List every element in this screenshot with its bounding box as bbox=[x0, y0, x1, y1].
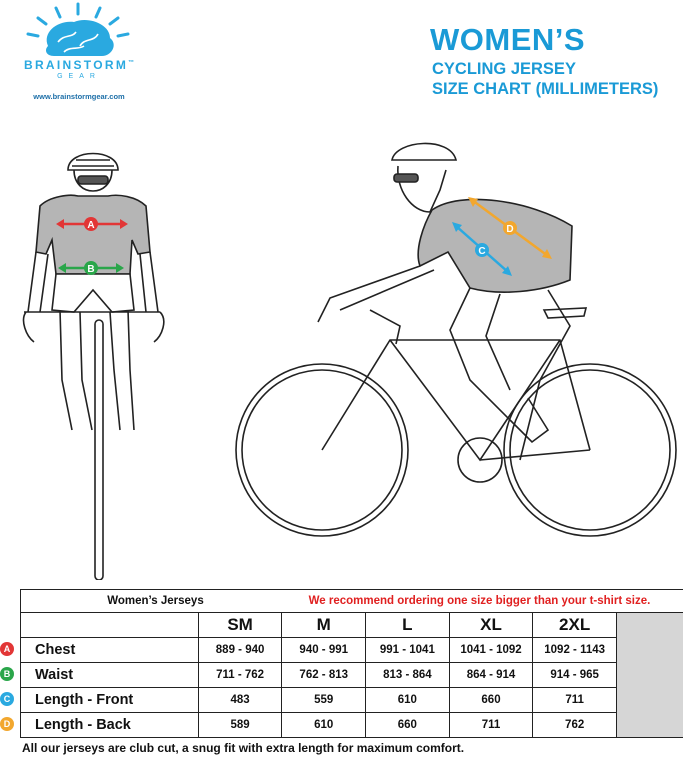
row-marker-B: B bbox=[0, 667, 14, 681]
table-cell: 559 bbox=[281, 687, 367, 713]
table-cell: 610 bbox=[365, 687, 450, 713]
cyclist-illustration: A B C bbox=[22, 142, 677, 580]
table-cell: 1092 - 1143 bbox=[532, 637, 617, 663]
front-view-rider bbox=[22, 152, 165, 580]
table-cell: 610 bbox=[281, 712, 367, 738]
page-subtitle-line2: SIZE CHART (MILLIMETERS) bbox=[432, 80, 659, 98]
table-cell: 1041 - 1092 bbox=[448, 637, 534, 663]
grey-side-panel bbox=[615, 612, 683, 738]
logo-subtext: GEAR bbox=[57, 73, 101, 80]
table-row: Length - Back 589 610 660 711 762 bbox=[20, 712, 683, 738]
table-cell: 660 bbox=[365, 712, 450, 738]
table-row: Length - Front 483 559 610 660 711 bbox=[20, 687, 683, 713]
table-row: Waist 711 - 762 762 - 813 813 - 864 864 … bbox=[20, 662, 683, 688]
table-cell: 813 - 864 bbox=[365, 662, 450, 688]
table-cell: 660 bbox=[448, 687, 534, 713]
row-marker-C: C bbox=[0, 692, 14, 706]
table-cell: 711 bbox=[532, 687, 617, 713]
table-cell: 940 - 991 bbox=[281, 637, 367, 663]
row-marker-D: D bbox=[0, 717, 14, 731]
table-cell: 991 - 1041 bbox=[365, 637, 450, 663]
size-header-xl: XL bbox=[448, 612, 534, 638]
svg-text:C: C bbox=[478, 246, 485, 257]
size-chart-table: Women’s Jerseys We recommend ordering on… bbox=[19, 589, 683, 738]
size-header-l: L bbox=[365, 612, 450, 638]
table-header-empty bbox=[20, 612, 199, 638]
svg-text:D: D bbox=[506, 224, 513, 235]
table-cell: 711 bbox=[448, 712, 534, 738]
side-view-rider bbox=[235, 142, 677, 537]
table-cell: 762 bbox=[532, 712, 617, 738]
table-row: Chest 889 - 940 940 - 991 991 - 1041 104… bbox=[20, 637, 683, 663]
size-header-sm: SM bbox=[197, 612, 283, 638]
recommendation-note: We recommend ordering one size bigger th… bbox=[281, 589, 683, 613]
marker-B-front: B bbox=[84, 261, 98, 275]
brainstorm-logo bbox=[26, 2, 130, 56]
marker-C-side: C bbox=[475, 243, 489, 257]
table-cell: 711 - 762 bbox=[197, 662, 283, 688]
row-label-waist: Waist bbox=[20, 662, 199, 688]
marker-D-side: D bbox=[503, 221, 517, 235]
table-cell: 483 bbox=[197, 687, 283, 713]
row-label-length-front: Length - Front bbox=[20, 687, 199, 713]
table-cell: 589 bbox=[197, 712, 283, 738]
brand-url: www.brainstormgear.com bbox=[33, 92, 125, 101]
row-label-chest: Chest bbox=[20, 637, 199, 663]
svg-text:B: B bbox=[87, 264, 94, 275]
page-title: WOMEN’S bbox=[430, 22, 586, 57]
table-title: Women’s Jerseys bbox=[19, 589, 282, 613]
size-header-m: M bbox=[281, 612, 367, 638]
table-cell: 762 - 813 bbox=[281, 662, 367, 688]
logo-wordmark: BRAINSTORM™ bbox=[24, 58, 137, 72]
marker-A-front: A bbox=[84, 217, 98, 231]
table-cell: 889 - 940 bbox=[197, 637, 283, 663]
row-label-length-back: Length - Back bbox=[20, 712, 199, 738]
row-marker-A: A bbox=[0, 642, 14, 656]
size-header-2xl: 2XL bbox=[532, 612, 617, 638]
svg-text:A: A bbox=[87, 220, 94, 231]
page-subtitle-line1: CYCLING JERSEY bbox=[432, 60, 576, 78]
table-cell: 864 - 914 bbox=[448, 662, 534, 688]
table-cell: 914 - 965 bbox=[532, 662, 617, 688]
footnote: All our jerseys are club cut, a snug fit… bbox=[22, 741, 465, 755]
